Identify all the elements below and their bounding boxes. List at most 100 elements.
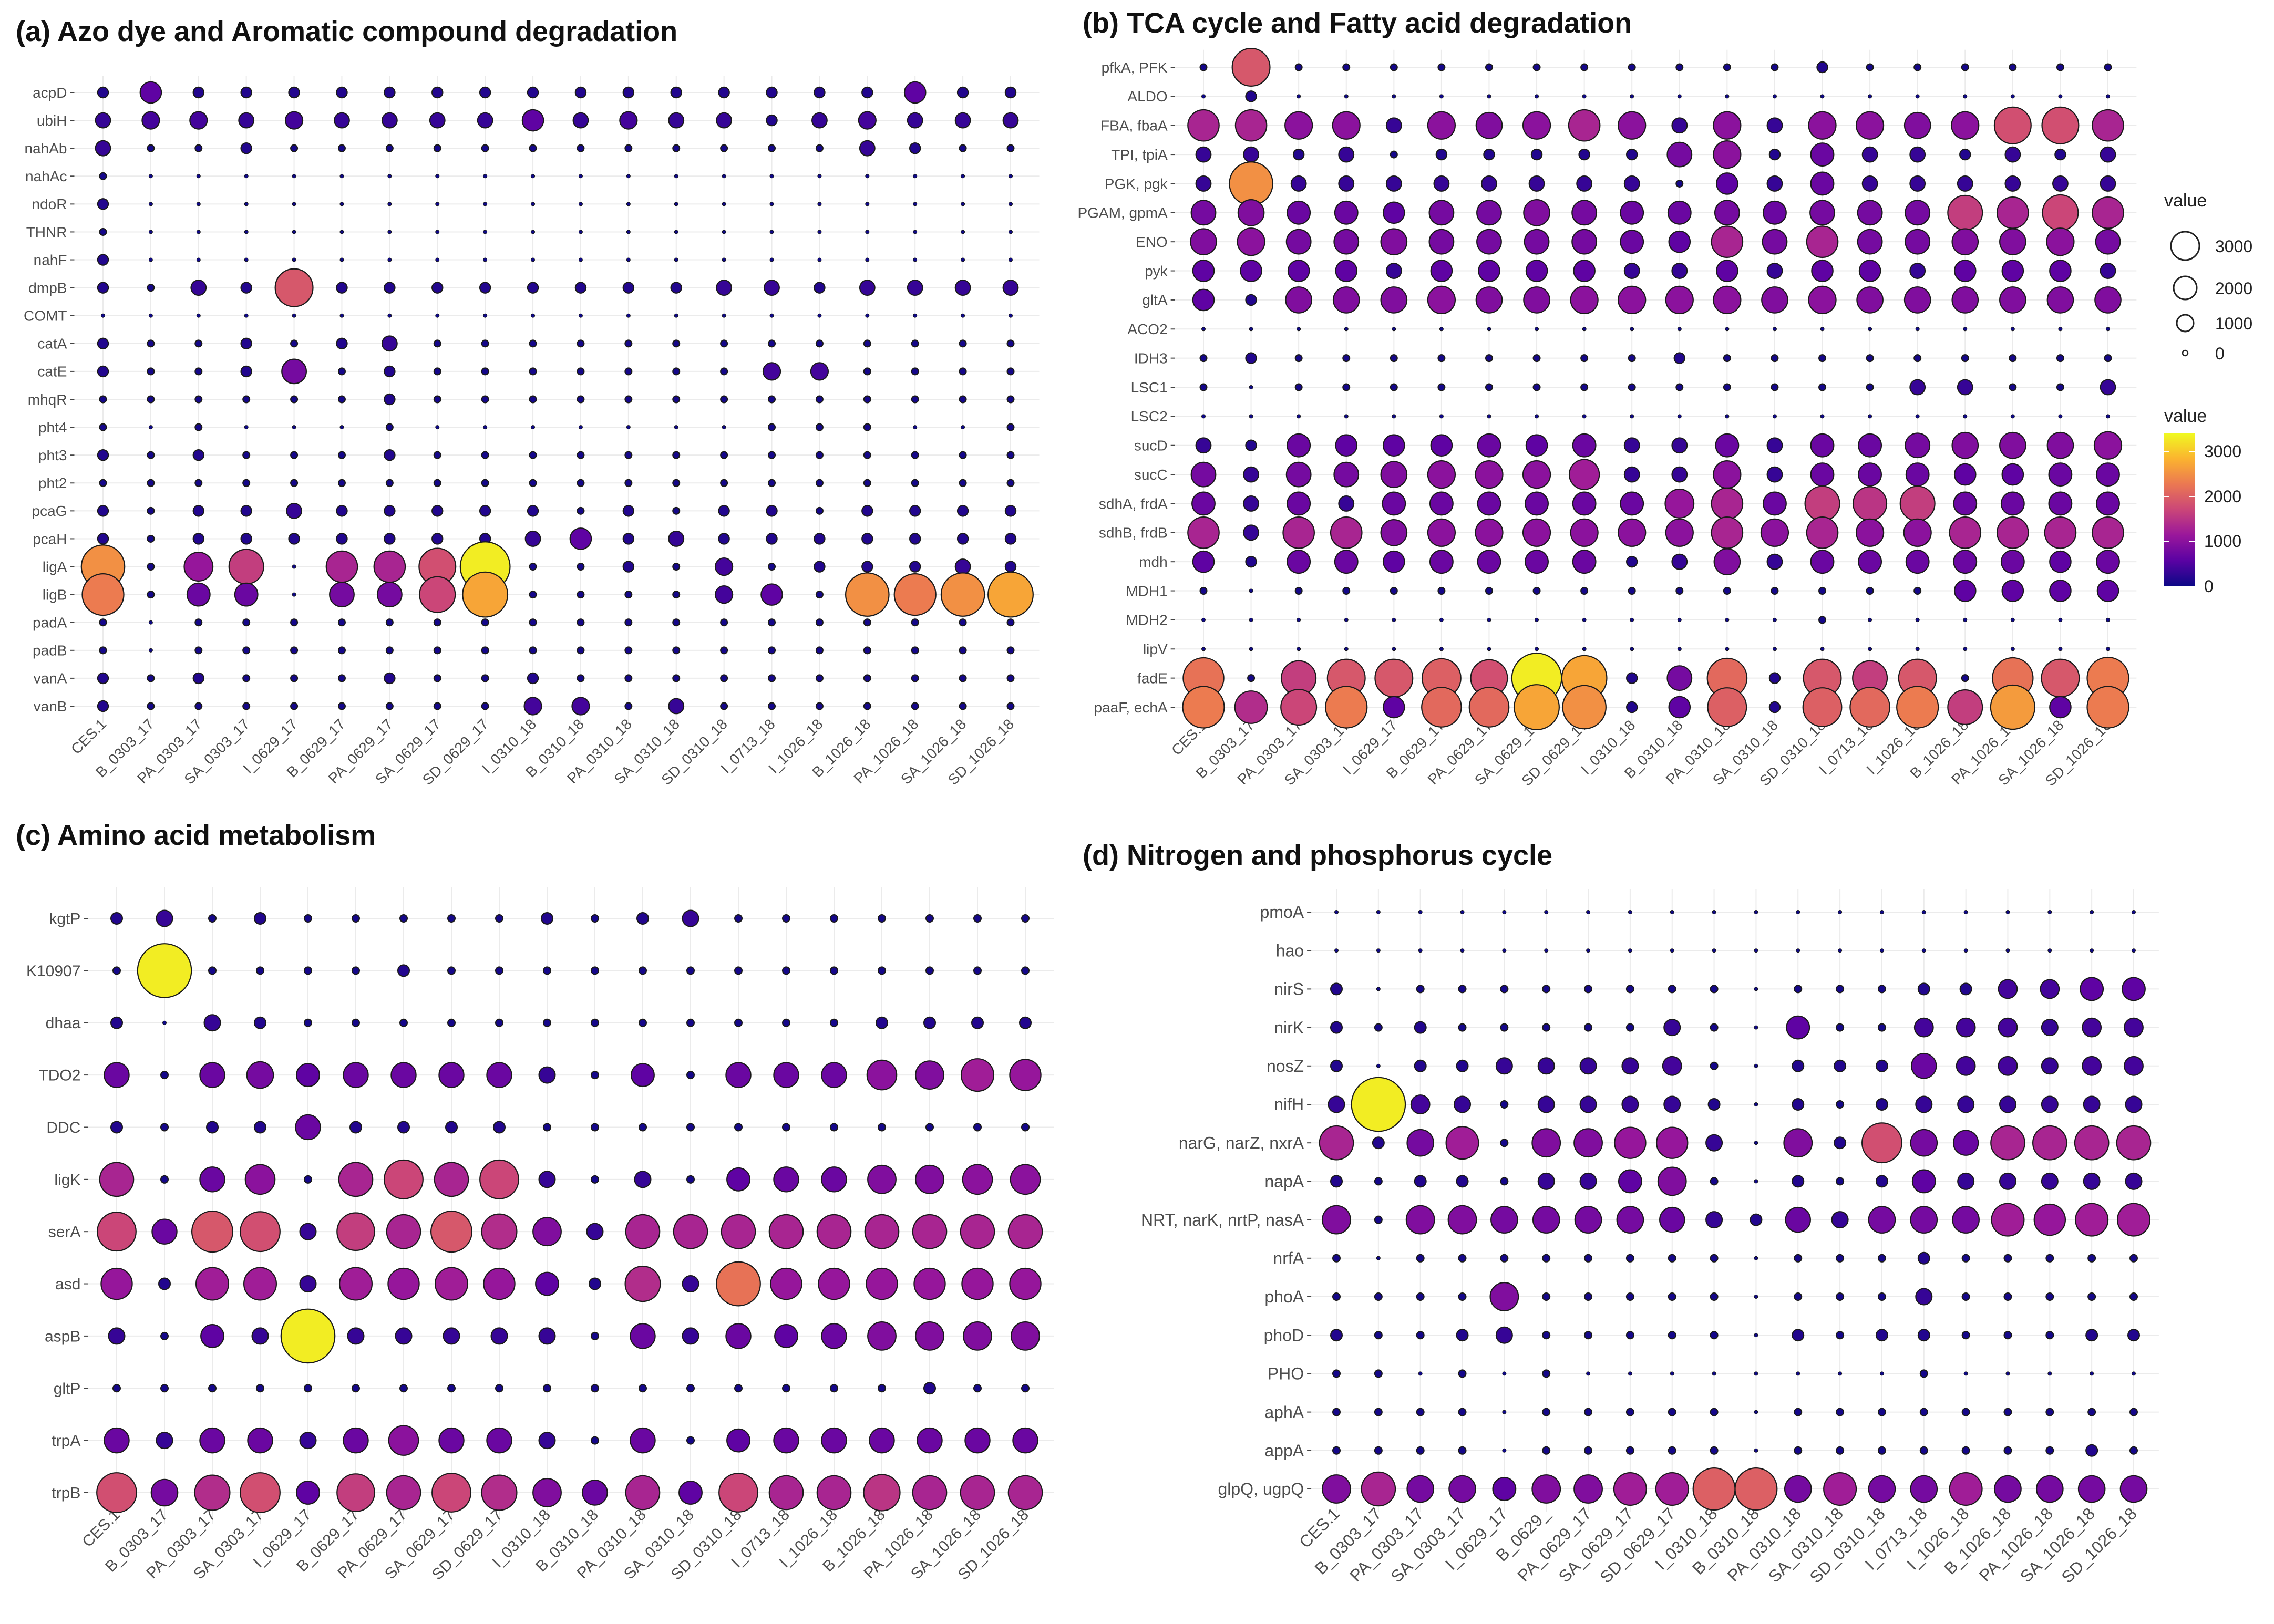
data-point	[2085, 1329, 2098, 1342]
y-tick-label: trpB	[52, 1485, 80, 1502]
data-point	[1820, 94, 1825, 99]
data-point	[343, 1427, 369, 1454]
data-point	[244, 174, 249, 179]
data-point	[434, 1267, 468, 1301]
data-point	[527, 86, 539, 99]
y-tick-label: pfkA, PFK	[1102, 59, 1168, 76]
data-point	[1392, 94, 1396, 99]
data-point	[399, 1384, 408, 1393]
data-point	[1810, 550, 1835, 574]
data-point	[303, 914, 312, 923]
data-point	[1245, 555, 1257, 568]
data-point	[1915, 617, 1920, 622]
y-tick-label: vanB	[34, 698, 67, 715]
data-point	[1823, 1472, 1857, 1506]
y-tick-label: aphA	[1264, 1403, 1304, 1422]
data-point	[768, 395, 776, 404]
data-point	[1771, 63, 1779, 71]
data-point	[1532, 63, 1541, 71]
data-point	[1668, 1408, 1676, 1416]
data-point	[1351, 1077, 1406, 1132]
data-point	[1004, 505, 1017, 517]
color-legend-label-3000: 3000	[2204, 442, 2241, 461]
y-tick-label: glpQ, ugpQ	[1218, 1480, 1304, 1498]
data-point	[829, 1018, 838, 1027]
data-point	[569, 527, 592, 550]
data-point	[385, 618, 394, 627]
data-point	[1525, 550, 1549, 574]
data-point	[527, 282, 539, 294]
data-point	[338, 1267, 373, 1301]
data-point	[1330, 982, 1343, 996]
data-point	[196, 174, 201, 179]
data-point	[1725, 327, 1730, 332]
data-point	[2075, 1203, 2109, 1237]
data-point	[385, 646, 394, 655]
data-point	[290, 702, 299, 710]
data-point	[1794, 1254, 1803, 1263]
data-point	[1582, 647, 1587, 651]
data-point	[481, 479, 489, 487]
data-point	[1963, 94, 1968, 99]
data-point	[961, 230, 965, 234]
data-point	[1657, 1166, 1687, 1196]
data-point	[815, 591, 824, 599]
data-point	[433, 144, 441, 152]
data-point	[97, 1212, 137, 1252]
data-point	[1628, 63, 1636, 71]
data-point	[2041, 1172, 2059, 1190]
data-point	[2042, 194, 2079, 231]
data-point	[590, 1018, 599, 1027]
data-point	[2056, 354, 2064, 363]
data-point	[523, 697, 542, 716]
data-point	[630, 1323, 656, 1349]
y-tick-label: pht2	[38, 475, 67, 491]
data-point	[815, 144, 824, 152]
y-tick-label: ligA	[43, 558, 67, 575]
data-point	[725, 1062, 752, 1088]
data-point	[1772, 94, 1777, 99]
data-point	[1998, 1056, 2018, 1076]
data-point	[1460, 910, 1465, 914]
data-point	[1537, 1172, 1555, 1190]
data-point	[147, 534, 155, 543]
data-point	[1804, 485, 1840, 522]
data-point	[2010, 327, 2015, 332]
data-point	[1489, 1282, 1519, 1311]
data-point	[97, 672, 109, 685]
data-point	[147, 451, 155, 459]
y-tick-label: DDC	[46, 1119, 80, 1136]
data-point	[1630, 327, 1634, 332]
data-point	[1671, 437, 1688, 454]
data-point	[1502, 910, 1507, 914]
data-point	[1766, 263, 1783, 279]
data-point	[1456, 1329, 1469, 1342]
data-point	[865, 257, 870, 262]
data-point	[1334, 200, 1359, 225]
data-point	[1187, 516, 1220, 549]
data-point	[296, 1063, 320, 1087]
data-point	[624, 646, 633, 655]
y-tick-label: ENO	[1136, 234, 1168, 250]
data-point	[1723, 354, 1731, 363]
data-point	[1374, 658, 1414, 698]
data-point	[1332, 1254, 1341, 1263]
data-point	[433, 618, 441, 627]
data-point	[2085, 1444, 2098, 1457]
data-point	[1818, 354, 1827, 363]
data-point	[2106, 327, 2110, 332]
data-point	[686, 1436, 695, 1445]
data-point	[2010, 94, 2015, 99]
data-point	[1671, 466, 1688, 483]
data-point	[419, 576, 456, 613]
data-point	[815, 618, 824, 627]
data-point	[1915, 94, 1920, 99]
data-point	[913, 230, 918, 234]
y-tick-label: COMT	[24, 308, 67, 324]
data-point	[1810, 142, 1835, 167]
data-point	[722, 230, 726, 234]
data-point	[1485, 587, 1493, 595]
color-legend: value 3000 2000 1000 0	[2164, 406, 2241, 596]
data-point	[1569, 459, 1600, 490]
